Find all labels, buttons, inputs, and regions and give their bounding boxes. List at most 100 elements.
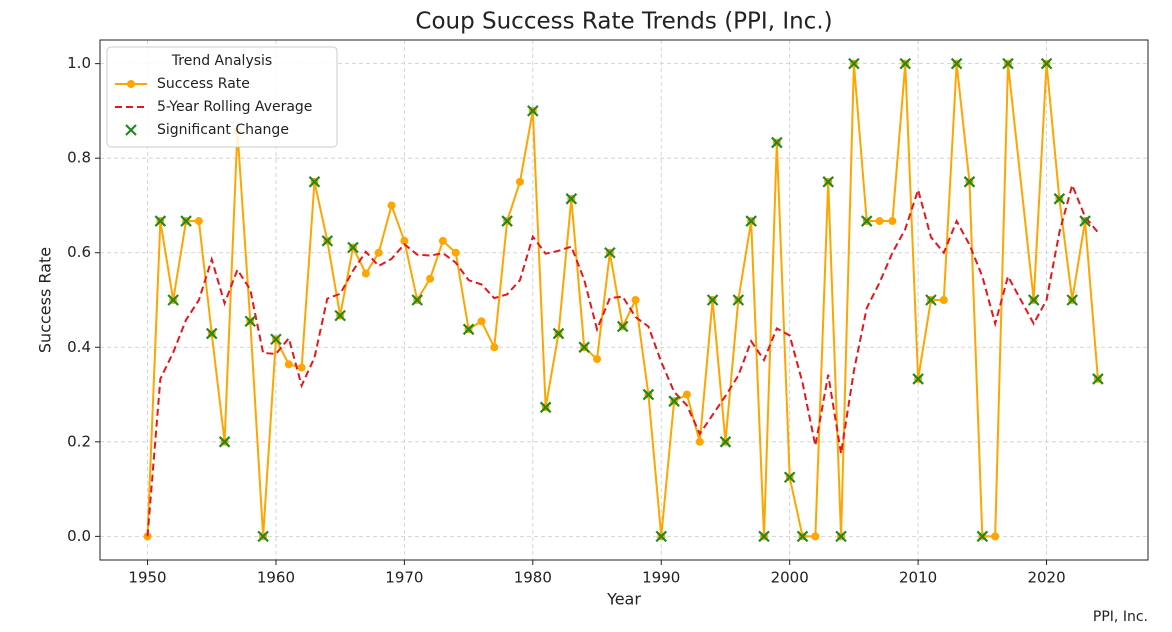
x-stroke	[205, 327, 218, 340]
x-marker	[1027, 294, 1040, 306]
point	[361, 269, 370, 278]
x-stroke	[1092, 373, 1104, 385]
x-stroke	[180, 215, 192, 227]
x-stroke	[732, 294, 745, 306]
x-marker	[706, 294, 719, 306]
y-axis-label: Success Rate	[36, 247, 55, 353]
x-marker	[154, 215, 167, 227]
x-tick-label: 1950	[128, 569, 166, 587]
legend-swatch	[127, 80, 135, 88]
x-marker	[462, 323, 475, 336]
x-stroke	[308, 176, 321, 188]
x-stroke	[822, 176, 834, 188]
x-stroke	[642, 388, 655, 401]
x-stroke	[860, 215, 873, 227]
x-stroke	[1079, 215, 1091, 227]
x-marker	[899, 57, 912, 70]
x-marker	[125, 124, 137, 136]
x-stroke	[963, 176, 976, 188]
x-marker	[527, 105, 539, 117]
x-stroke	[719, 436, 732, 448]
chart-title: Coup Success Rate Trends (PPI, Inc.)	[415, 9, 832, 35]
x-marker	[848, 57, 860, 70]
x-stroke	[745, 215, 757, 227]
x-marker	[655, 530, 668, 543]
point	[387, 201, 396, 210]
point	[631, 296, 640, 304]
x-stroke	[321, 235, 334, 247]
x-stroke	[257, 530, 269, 543]
x-stroke	[244, 315, 257, 328]
x-tick-label: 1970	[385, 569, 423, 587]
x-marker	[347, 241, 359, 254]
point	[888, 217, 897, 226]
line	[146, 63, 1099, 538]
legend-label: 5-Year Rolling Average	[157, 99, 312, 115]
x-stroke	[1027, 294, 1040, 306]
x-marker	[552, 327, 565, 340]
x-stroke	[835, 530, 847, 543]
x-marker	[1066, 294, 1079, 306]
x-marker	[860, 215, 873, 227]
x-stroke	[462, 323, 475, 336]
x-marker	[539, 401, 552, 414]
legend-label: Significant Change	[157, 122, 289, 138]
x-stroke	[783, 471, 796, 484]
plot-frame	[99, 39, 1149, 561]
x-tick-label: 2020	[1027, 569, 1065, 587]
x-marker	[783, 471, 796, 484]
x-stroke	[1002, 57, 1014, 70]
x-tick-label: 1980	[514, 569, 552, 587]
point	[297, 363, 306, 372]
x-stroke	[501, 215, 513, 227]
point	[939, 296, 948, 304]
point	[695, 437, 704, 446]
x-stroke	[848, 57, 860, 70]
x-marker	[205, 327, 218, 340]
x-stroke	[616, 320, 629, 333]
x-marker	[950, 57, 963, 70]
x-marker	[308, 176, 321, 188]
point	[515, 177, 524, 186]
x-stroke	[771, 136, 783, 149]
x-marker	[244, 315, 257, 328]
x-marker	[1079, 215, 1091, 227]
point	[593, 355, 602, 364]
x-tick-label: 1960	[257, 569, 295, 587]
legend-title: Trend Analysis	[171, 53, 272, 69]
x-stroke	[539, 401, 552, 414]
point	[374, 248, 383, 257]
x-marker	[719, 436, 732, 448]
x-stroke	[950, 57, 963, 70]
x-marker	[642, 388, 655, 401]
x-marker	[411, 294, 424, 306]
y-tick-label: 0.4	[67, 338, 91, 356]
point	[284, 360, 293, 369]
x-stroke	[270, 333, 282, 346]
point	[477, 317, 486, 326]
point	[682, 390, 691, 399]
x-stroke	[655, 530, 668, 543]
point	[875, 217, 884, 226]
x-stroke	[758, 530, 770, 543]
x-marker	[976, 530, 989, 543]
x-marker	[771, 136, 783, 149]
point	[426, 274, 435, 283]
x-stroke	[578, 341, 590, 354]
x-marker	[578, 341, 590, 354]
x-stroke	[604, 246, 616, 259]
x-marker	[732, 294, 745, 306]
x-marker	[822, 176, 834, 188]
x-marker	[745, 215, 757, 227]
x-stroke	[565, 193, 578, 205]
x-marker	[1002, 57, 1014, 70]
point	[400, 236, 409, 245]
point	[451, 248, 460, 257]
x-stroke	[912, 373, 924, 385]
x-stroke	[668, 395, 680, 407]
x-marker	[616, 320, 629, 333]
x-tick-label: 2010	[899, 569, 937, 587]
y-tick-label: 0.2	[67, 432, 91, 450]
x-axis-label: Year	[606, 590, 641, 609]
